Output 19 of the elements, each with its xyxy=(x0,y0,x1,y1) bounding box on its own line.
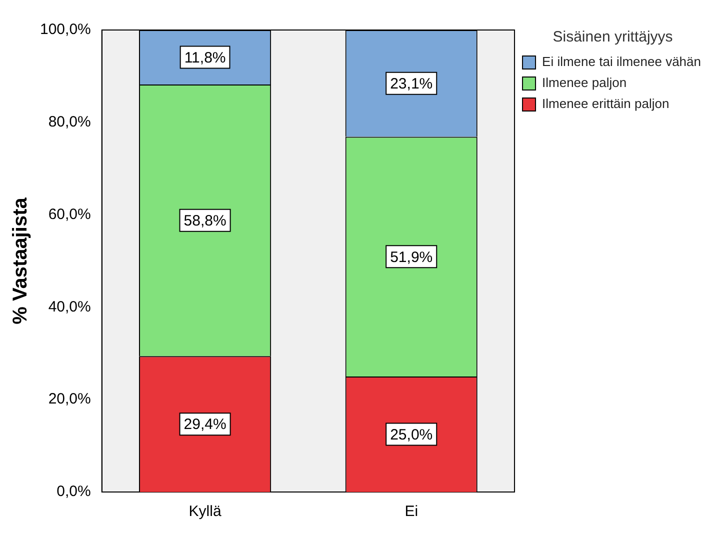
y-tick-label: 20,0% xyxy=(48,390,91,408)
data-label: 23,1% xyxy=(390,76,433,92)
y-axis-title: % Vastaajista xyxy=(10,196,32,324)
y-tick-label: 0,0% xyxy=(56,483,91,500)
data-label: 58,8% xyxy=(184,212,226,230)
x-tick-label: Ei xyxy=(404,503,418,520)
data-label: 29,4% xyxy=(184,416,226,434)
data-label: 11,8% xyxy=(184,49,226,66)
legend-label: Ei ilmene tai ilmenee vähän xyxy=(542,54,702,70)
y-tick-label: 40,0% xyxy=(48,298,91,316)
data-label: 51,9% xyxy=(390,248,433,266)
x-tick-label: Kyllä xyxy=(188,503,222,520)
y-tick-label: 80,0% xyxy=(48,114,91,131)
legend-label: Ilmenee erittäin paljon xyxy=(542,96,670,112)
legend-label: Ilmenee paljon xyxy=(542,75,627,90)
legend-title: Sisäinen yrittäjyys xyxy=(552,28,673,46)
y-tick-label: 100,0% xyxy=(40,21,91,38)
y-tick-label: 60,0% xyxy=(48,206,91,223)
data-label: 25,0% xyxy=(390,426,433,444)
